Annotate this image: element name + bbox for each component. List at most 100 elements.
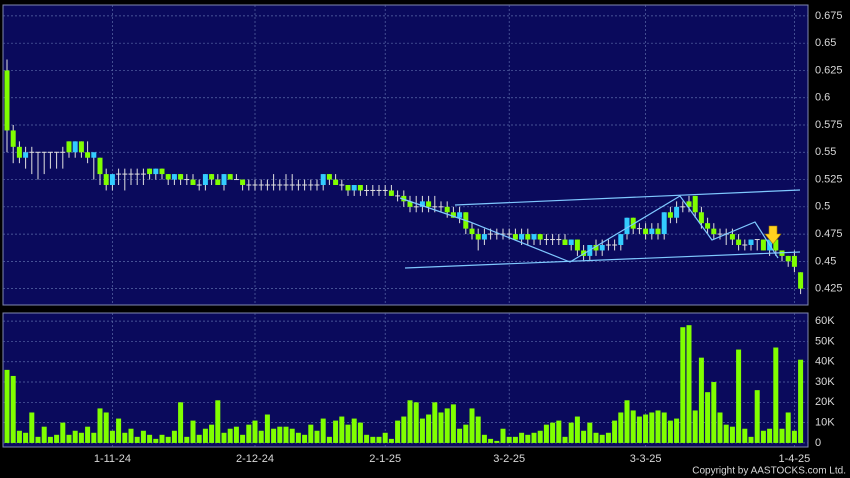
candle-body [202, 174, 208, 185]
volume-bar [252, 420, 258, 443]
volume-bar [47, 436, 53, 443]
volume-bar [382, 432, 388, 443]
volume-bar [581, 430, 587, 443]
volume-bar [401, 416, 407, 443]
volume-bar [432, 402, 438, 443]
candle-body [736, 239, 742, 245]
candle-body [568, 239, 574, 245]
volume-bar [760, 430, 766, 443]
volume-bar [85, 426, 91, 443]
volume-bar [426, 414, 432, 443]
volume-bar [147, 434, 153, 443]
volume-bar [370, 436, 376, 443]
candle-body [66, 141, 72, 153]
candle-body [661, 212, 667, 235]
candle-body [618, 234, 624, 245]
volume-bar [190, 420, 196, 443]
volume-bar [469, 408, 475, 443]
y-tick-label: 50K [815, 335, 835, 347]
candle-body [388, 190, 394, 196]
candle-body [178, 174, 184, 180]
candle-body [686, 201, 692, 207]
volume-bar [357, 422, 363, 443]
volume-bar [655, 410, 661, 443]
volume-bar [153, 438, 159, 443]
volume-bar [500, 428, 506, 443]
volume-bar [605, 432, 611, 443]
candle-body [91, 152, 97, 158]
volume-bar [543, 424, 549, 443]
volume-bar [736, 349, 742, 443]
price-panel [2, 4, 809, 306]
volume-bar [525, 434, 531, 443]
volume-bar [587, 422, 593, 443]
volume-bar [568, 422, 574, 443]
volume-bar [395, 420, 401, 443]
volume-bar [481, 434, 487, 443]
candle-body [215, 179, 221, 185]
candle-body [320, 174, 326, 185]
candle-body [791, 255, 797, 267]
candle-body [599, 245, 605, 251]
candle-body [85, 152, 91, 158]
candle-body [190, 179, 196, 185]
volume-bar [308, 424, 314, 443]
volume-bar [215, 400, 221, 443]
volume-bar [271, 428, 277, 443]
y-tick-label: 0.55 [815, 146, 836, 158]
candle-body [401, 195, 407, 202]
volume-bar [692, 410, 698, 443]
volume-bar [748, 436, 754, 443]
candle-body [165, 174, 171, 180]
volume-bar [4, 369, 10, 443]
volume-bar [624, 400, 630, 443]
candle-body [630, 217, 636, 229]
volume-bar [612, 420, 618, 443]
volume-bar [233, 426, 239, 443]
volume-bar [599, 434, 605, 443]
volume-bar [779, 428, 785, 443]
signal-arrow [764, 225, 782, 245]
candle-body [667, 212, 673, 218]
volume-bar [35, 436, 41, 443]
volume-bar [512, 436, 518, 443]
candle-body [562, 239, 568, 245]
candle-body [537, 234, 543, 240]
y-tick-label: 0 [815, 437, 821, 449]
support-line [404, 251, 801, 269]
volume-bar [314, 430, 320, 443]
volume-bar [351, 418, 357, 443]
volume-bar [109, 430, 115, 443]
volume-bar [574, 416, 580, 443]
y-tick-label: 0.65 [815, 37, 836, 49]
volume-bar [450, 404, 456, 443]
volume-bar [159, 434, 165, 443]
volume-bar [686, 325, 692, 443]
y-tick-label: 20K [815, 396, 835, 408]
volume-bar [488, 438, 494, 443]
candle-body [357, 185, 363, 191]
candle-body [78, 141, 84, 153]
candle-body [240, 179, 246, 185]
candle-body [426, 201, 432, 207]
volume-bar [444, 408, 450, 443]
volume-bar [636, 416, 642, 443]
volume-bar [140, 430, 146, 443]
candle-body [785, 255, 791, 262]
volume-bar [289, 428, 295, 443]
volume-bar [698, 357, 704, 443]
volume-bar [283, 426, 289, 443]
x-tick-label: 2-12-24 [236, 453, 274, 465]
volume-bar [227, 428, 233, 443]
volume-bar [103, 412, 109, 443]
volume-bar [791, 430, 797, 443]
volume-bar [556, 420, 562, 443]
volume-bar [754, 390, 760, 443]
candle-body [23, 152, 29, 158]
candle-body [407, 201, 413, 207]
y-tick-label: 0.45 [815, 255, 836, 267]
volume-bar [519, 432, 525, 443]
candle-body [209, 174, 215, 180]
